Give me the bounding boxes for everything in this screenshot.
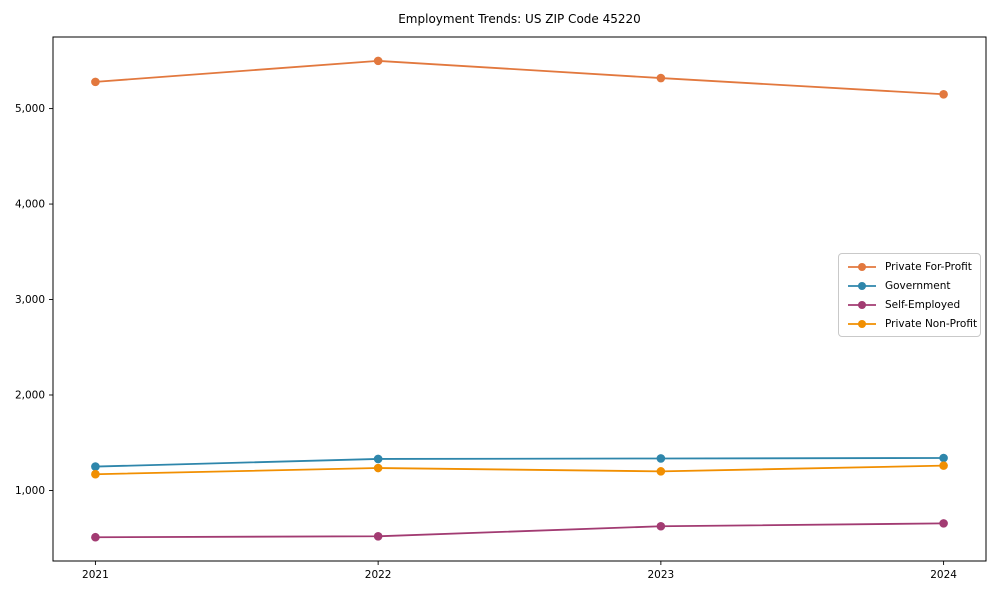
x-tick-label: 2021 (82, 569, 109, 581)
legend-item-government: Government (847, 277, 972, 295)
data-point-private-non-profit-2023 (656, 467, 666, 476)
data-point-private-for-profit-2024 (939, 89, 948, 99)
data-point-private-non-profit-2021 (91, 469, 100, 479)
data-point-private-non-profit-2022 (373, 463, 383, 473)
legend-label: Private For-Profit (885, 260, 972, 273)
y-tick-label: 2,000 (15, 389, 45, 401)
data-point-private-for-profit-2023 (656, 73, 666, 83)
legend-item-private-for-profit: Private For-Profit (847, 258, 972, 276)
data-point-self-employed-2021 (91, 532, 100, 542)
x-tick-label: 2024 (930, 569, 957, 581)
y-tick-label: 1,000 (15, 485, 45, 497)
series-line-self-employed (95, 522, 944, 539)
x-tick-label: 2023 (647, 569, 674, 581)
legend-label: Private Non-Profit (885, 317, 978, 330)
data-point-government-2023 (656, 454, 666, 463)
y-tick-label: 4,000 (15, 199, 45, 211)
plot-frame (52, 36, 987, 562)
data-point-self-employed-2022 (373, 531, 383, 541)
y-tick-label: 3,000 (15, 294, 45, 306)
data-point-private-for-profit-2022 (373, 56, 383, 66)
series-line-private-non-profit (95, 464, 944, 476)
data-point-private-non-profit-2024 (939, 461, 948, 470)
legend-label: Government (885, 279, 951, 292)
y-tick-label: 5,000 (15, 103, 45, 115)
series-line-government (95, 457, 944, 468)
legend-marker-government (848, 281, 876, 290)
data-point-government-2021 (91, 462, 100, 471)
legend-marker-self-employed (848, 300, 876, 309)
legend-marker-private-non-profit (848, 319, 876, 328)
legend-marker-private-for-profit (848, 262, 876, 271)
data-point-self-employed-2024 (939, 519, 948, 528)
data-point-government-2024 (939, 453, 948, 463)
data-point-private-for-profit-2021 (91, 77, 100, 87)
series-line-private-for-profit (95, 59, 944, 96)
data-point-government-2022 (373, 454, 383, 464)
legend: Private For-Profit Government Self-Employe… (838, 253, 981, 337)
data-point-self-employed-2023 (656, 521, 666, 531)
chart-title: Employment Trends: US ZIP Code 45220 (398, 12, 641, 26)
legend-item-private-non-profit: Private Non-Profit (847, 315, 977, 333)
legend-item-self-employed: Self-Employed (847, 296, 972, 314)
x-tick-label: 2022 (365, 569, 392, 581)
legend-label: Self-Employed (885, 298, 961, 311)
